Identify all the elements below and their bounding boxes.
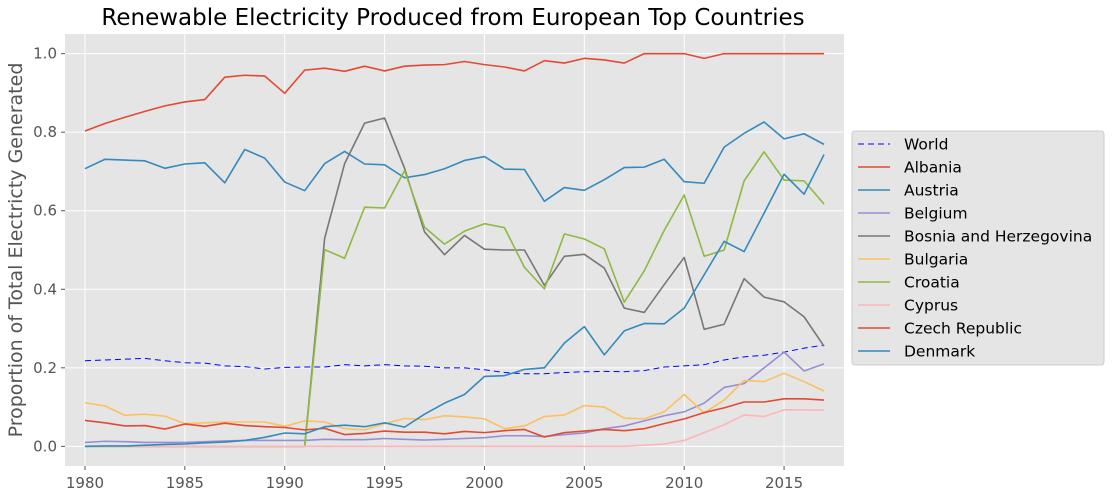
y-tick-label: 0.8 <box>33 123 57 141</box>
y-axis-label: Proportion of Total Electricty Generated <box>5 63 27 438</box>
y-tick-label: 0.4 <box>33 280 57 298</box>
legend-label: Croatia <box>904 274 960 292</box>
y-tick-label: 0.2 <box>33 359 57 377</box>
legend-label: Albania <box>904 159 962 177</box>
x-tick-label: 2000 <box>465 474 503 492</box>
y-tick-label: 1.0 <box>33 45 57 63</box>
legend-label: Czech Republic <box>904 320 1022 338</box>
plot-background <box>65 34 844 466</box>
legend-label: Bosnia and Herzegovina <box>904 228 1092 246</box>
x-tick-label: 1995 <box>365 474 403 492</box>
y-tick-label: 0.0 <box>33 437 57 455</box>
chart-title: Renewable Electricity Produced from Euro… <box>101 5 804 31</box>
legend-label: Bulgaria <box>904 251 968 269</box>
x-tick-label: 2010 <box>665 474 703 492</box>
legend-label: World <box>904 136 948 154</box>
y-tick-label: 0.6 <box>33 202 57 220</box>
legend-label: Austria <box>904 182 959 200</box>
legend: World Albania Austria Belgium Bosnia and Her… <box>852 131 1104 365</box>
legend-label: Belgium <box>904 205 968 223</box>
x-tick-label: 1980 <box>66 474 104 492</box>
x-tick-label: 1990 <box>266 474 304 492</box>
x-tick-label: 2015 <box>765 474 803 492</box>
legend-label: Denmark <box>904 343 975 361</box>
x-tick-label: 1985 <box>166 474 204 492</box>
x-tick-label: 2005 <box>565 474 603 492</box>
legend-label: Cyprus <box>904 297 958 315</box>
